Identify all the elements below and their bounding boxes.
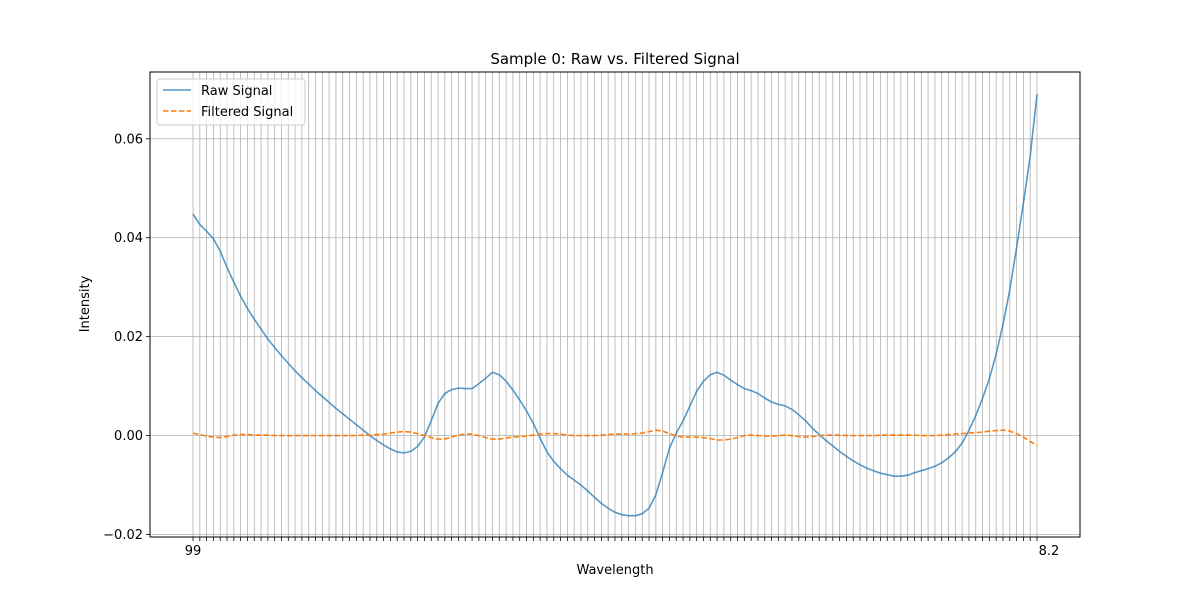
legend-label-filtered: Filtered Signal bbox=[201, 105, 293, 120]
x-axis: 99 8.2 bbox=[185, 537, 1060, 559]
chart-title: Sample 0: Raw vs. Filtered Signal bbox=[490, 50, 739, 68]
x-tick-label-last: 8.2 bbox=[1039, 544, 1060, 559]
y-axis-label: Intensity bbox=[78, 275, 93, 332]
y-tick-label: 0.06 bbox=[114, 132, 143, 147]
legend: Raw Signal Filtered Signal bbox=[156, 78, 306, 126]
x-tick-label-first: 99 bbox=[185, 544, 202, 559]
y-tick-label: 0.04 bbox=[114, 231, 143, 246]
grid-layer bbox=[150, 72, 1080, 537]
y-tick-label: 0.02 bbox=[114, 330, 143, 345]
y-axis: −0.02 0.00 0.02 0.04 0.06 bbox=[103, 132, 150, 543]
raw-signal-line bbox=[192, 94, 1038, 517]
y-tick-label: −0.02 bbox=[103, 528, 143, 543]
legend-box bbox=[156, 78, 306, 126]
legend-label-raw: Raw Signal bbox=[201, 84, 272, 99]
series-layer bbox=[192, 94, 1038, 517]
x-axis-label: Wavelength bbox=[576, 563, 653, 578]
y-tick-label: 0.00 bbox=[114, 429, 143, 444]
